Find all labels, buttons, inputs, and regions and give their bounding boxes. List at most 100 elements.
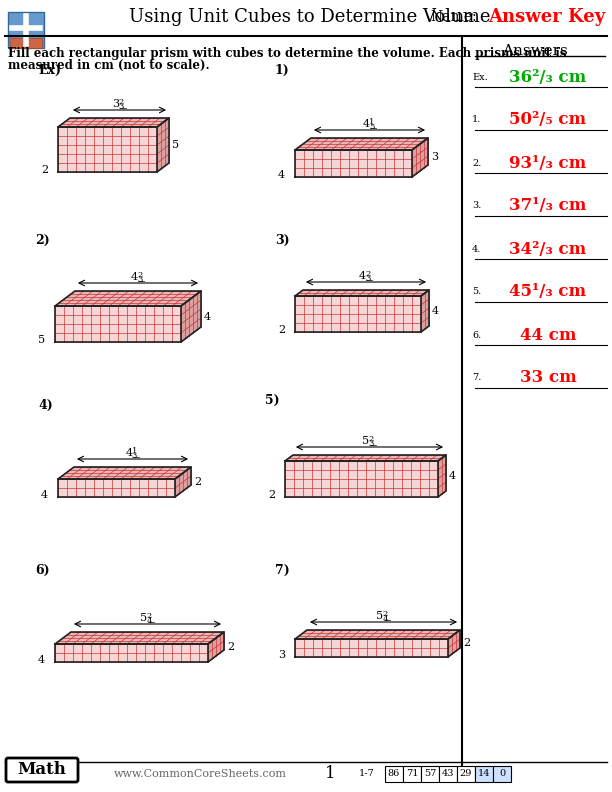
Text: 4: 4 <box>449 471 456 481</box>
Text: Ex): Ex) <box>38 64 61 77</box>
Bar <box>475 766 493 782</box>
Text: 2): 2) <box>35 234 50 247</box>
Text: 3: 3 <box>369 440 374 448</box>
Text: 34²/₃ cm: 34²/₃ cm <box>509 241 587 257</box>
Polygon shape <box>55 291 201 306</box>
Polygon shape <box>175 467 191 497</box>
Text: 3: 3 <box>113 99 119 109</box>
Polygon shape <box>295 290 429 296</box>
Text: 4): 4) <box>38 399 53 412</box>
Text: 4: 4 <box>38 655 45 665</box>
Text: 5: 5 <box>140 613 147 623</box>
Text: 3: 3 <box>431 153 438 162</box>
Text: 2: 2 <box>137 271 143 279</box>
Text: 4: 4 <box>131 272 138 282</box>
Text: 3: 3 <box>119 103 124 111</box>
Text: 4.: 4. <box>472 245 482 253</box>
Text: 4: 4 <box>125 448 133 458</box>
Text: 2: 2 <box>463 638 470 649</box>
Text: 3): 3) <box>275 234 289 247</box>
Text: Answers: Answers <box>502 44 568 58</box>
Text: Math: Math <box>18 761 67 779</box>
Text: 1): 1) <box>275 64 289 77</box>
Text: 1: 1 <box>369 118 374 126</box>
Text: 4: 4 <box>382 615 388 623</box>
Bar <box>8 12 44 48</box>
Text: 43: 43 <box>442 770 454 779</box>
Bar <box>385 766 403 782</box>
Text: 71: 71 <box>406 770 418 779</box>
Text: 5: 5 <box>172 140 179 150</box>
Polygon shape <box>55 632 224 644</box>
Bar <box>439 766 457 782</box>
Text: Fill each rectangular prism with cubes to determine the volume. Each prisms unit: Fill each rectangular prism with cubes t… <box>8 47 567 60</box>
Text: 36²/₃ cm: 36²/₃ cm <box>509 68 587 86</box>
Text: 37¹/₃ cm: 37¹/₃ cm <box>509 197 587 215</box>
Polygon shape <box>448 630 460 657</box>
Text: 5): 5) <box>265 394 280 407</box>
Polygon shape <box>421 290 429 332</box>
Text: 2: 2 <box>278 325 285 335</box>
Text: 5: 5 <box>376 611 384 621</box>
Polygon shape <box>55 306 181 342</box>
Text: 6): 6) <box>35 564 50 577</box>
Polygon shape <box>285 461 438 497</box>
Text: 4: 4 <box>278 170 285 180</box>
Bar <box>403 766 421 782</box>
Text: 29: 29 <box>460 770 472 779</box>
Text: 2: 2 <box>147 612 152 620</box>
Text: 1.: 1. <box>472 116 482 124</box>
Text: 4: 4 <box>147 617 152 625</box>
Text: 93¹/₃ cm: 93¹/₃ cm <box>509 154 587 172</box>
Polygon shape <box>208 632 224 662</box>
Text: 3: 3 <box>278 650 285 660</box>
Text: 4: 4 <box>204 311 211 322</box>
Text: 6.: 6. <box>472 330 481 340</box>
Text: 5: 5 <box>362 436 370 446</box>
Text: 1-7: 1-7 <box>359 770 375 779</box>
Polygon shape <box>295 296 421 332</box>
Text: 57: 57 <box>424 770 436 779</box>
Polygon shape <box>438 455 446 497</box>
Polygon shape <box>58 127 157 172</box>
Polygon shape <box>412 138 428 177</box>
Text: 2: 2 <box>268 490 275 500</box>
Bar <box>457 766 475 782</box>
Polygon shape <box>295 630 460 639</box>
Text: 1: 1 <box>325 766 335 782</box>
Text: 14: 14 <box>478 770 490 779</box>
Text: 2: 2 <box>383 610 388 618</box>
Polygon shape <box>181 291 201 342</box>
Text: Name:: Name: <box>430 10 477 24</box>
Text: measured in cm (not to scale).: measured in cm (not to scale). <box>8 59 210 72</box>
Bar <box>421 766 439 782</box>
Text: 3.: 3. <box>472 201 482 211</box>
Polygon shape <box>58 118 169 127</box>
Bar <box>493 766 511 782</box>
Polygon shape <box>295 639 448 657</box>
Text: 3: 3 <box>137 276 143 284</box>
FancyBboxPatch shape <box>6 758 78 782</box>
Text: 2.: 2. <box>472 158 482 167</box>
Text: 44 cm: 44 cm <box>520 326 577 344</box>
Text: Answer Key: Answer Key <box>488 8 605 26</box>
Text: 5: 5 <box>38 335 45 345</box>
Polygon shape <box>295 150 412 177</box>
Text: 86: 86 <box>388 770 400 779</box>
Text: 1: 1 <box>132 447 137 455</box>
Text: 33 cm: 33 cm <box>520 370 577 386</box>
Text: 2: 2 <box>369 435 374 443</box>
Text: 2: 2 <box>41 165 48 175</box>
Text: 2: 2 <box>119 98 124 106</box>
Text: 2: 2 <box>194 477 201 487</box>
Text: Ex.: Ex. <box>472 73 488 82</box>
Text: 4: 4 <box>362 119 370 129</box>
Polygon shape <box>295 138 428 150</box>
Polygon shape <box>157 118 169 172</box>
Text: Using Unit Cubes to Determine Volume: Using Unit Cubes to Determine Volume <box>129 8 491 26</box>
Polygon shape <box>58 479 175 497</box>
Text: 45¹/₃ cm: 45¹/₃ cm <box>509 284 586 300</box>
Text: 7): 7) <box>275 564 289 577</box>
Text: 0: 0 <box>499 770 505 779</box>
Text: 7.: 7. <box>472 374 482 383</box>
